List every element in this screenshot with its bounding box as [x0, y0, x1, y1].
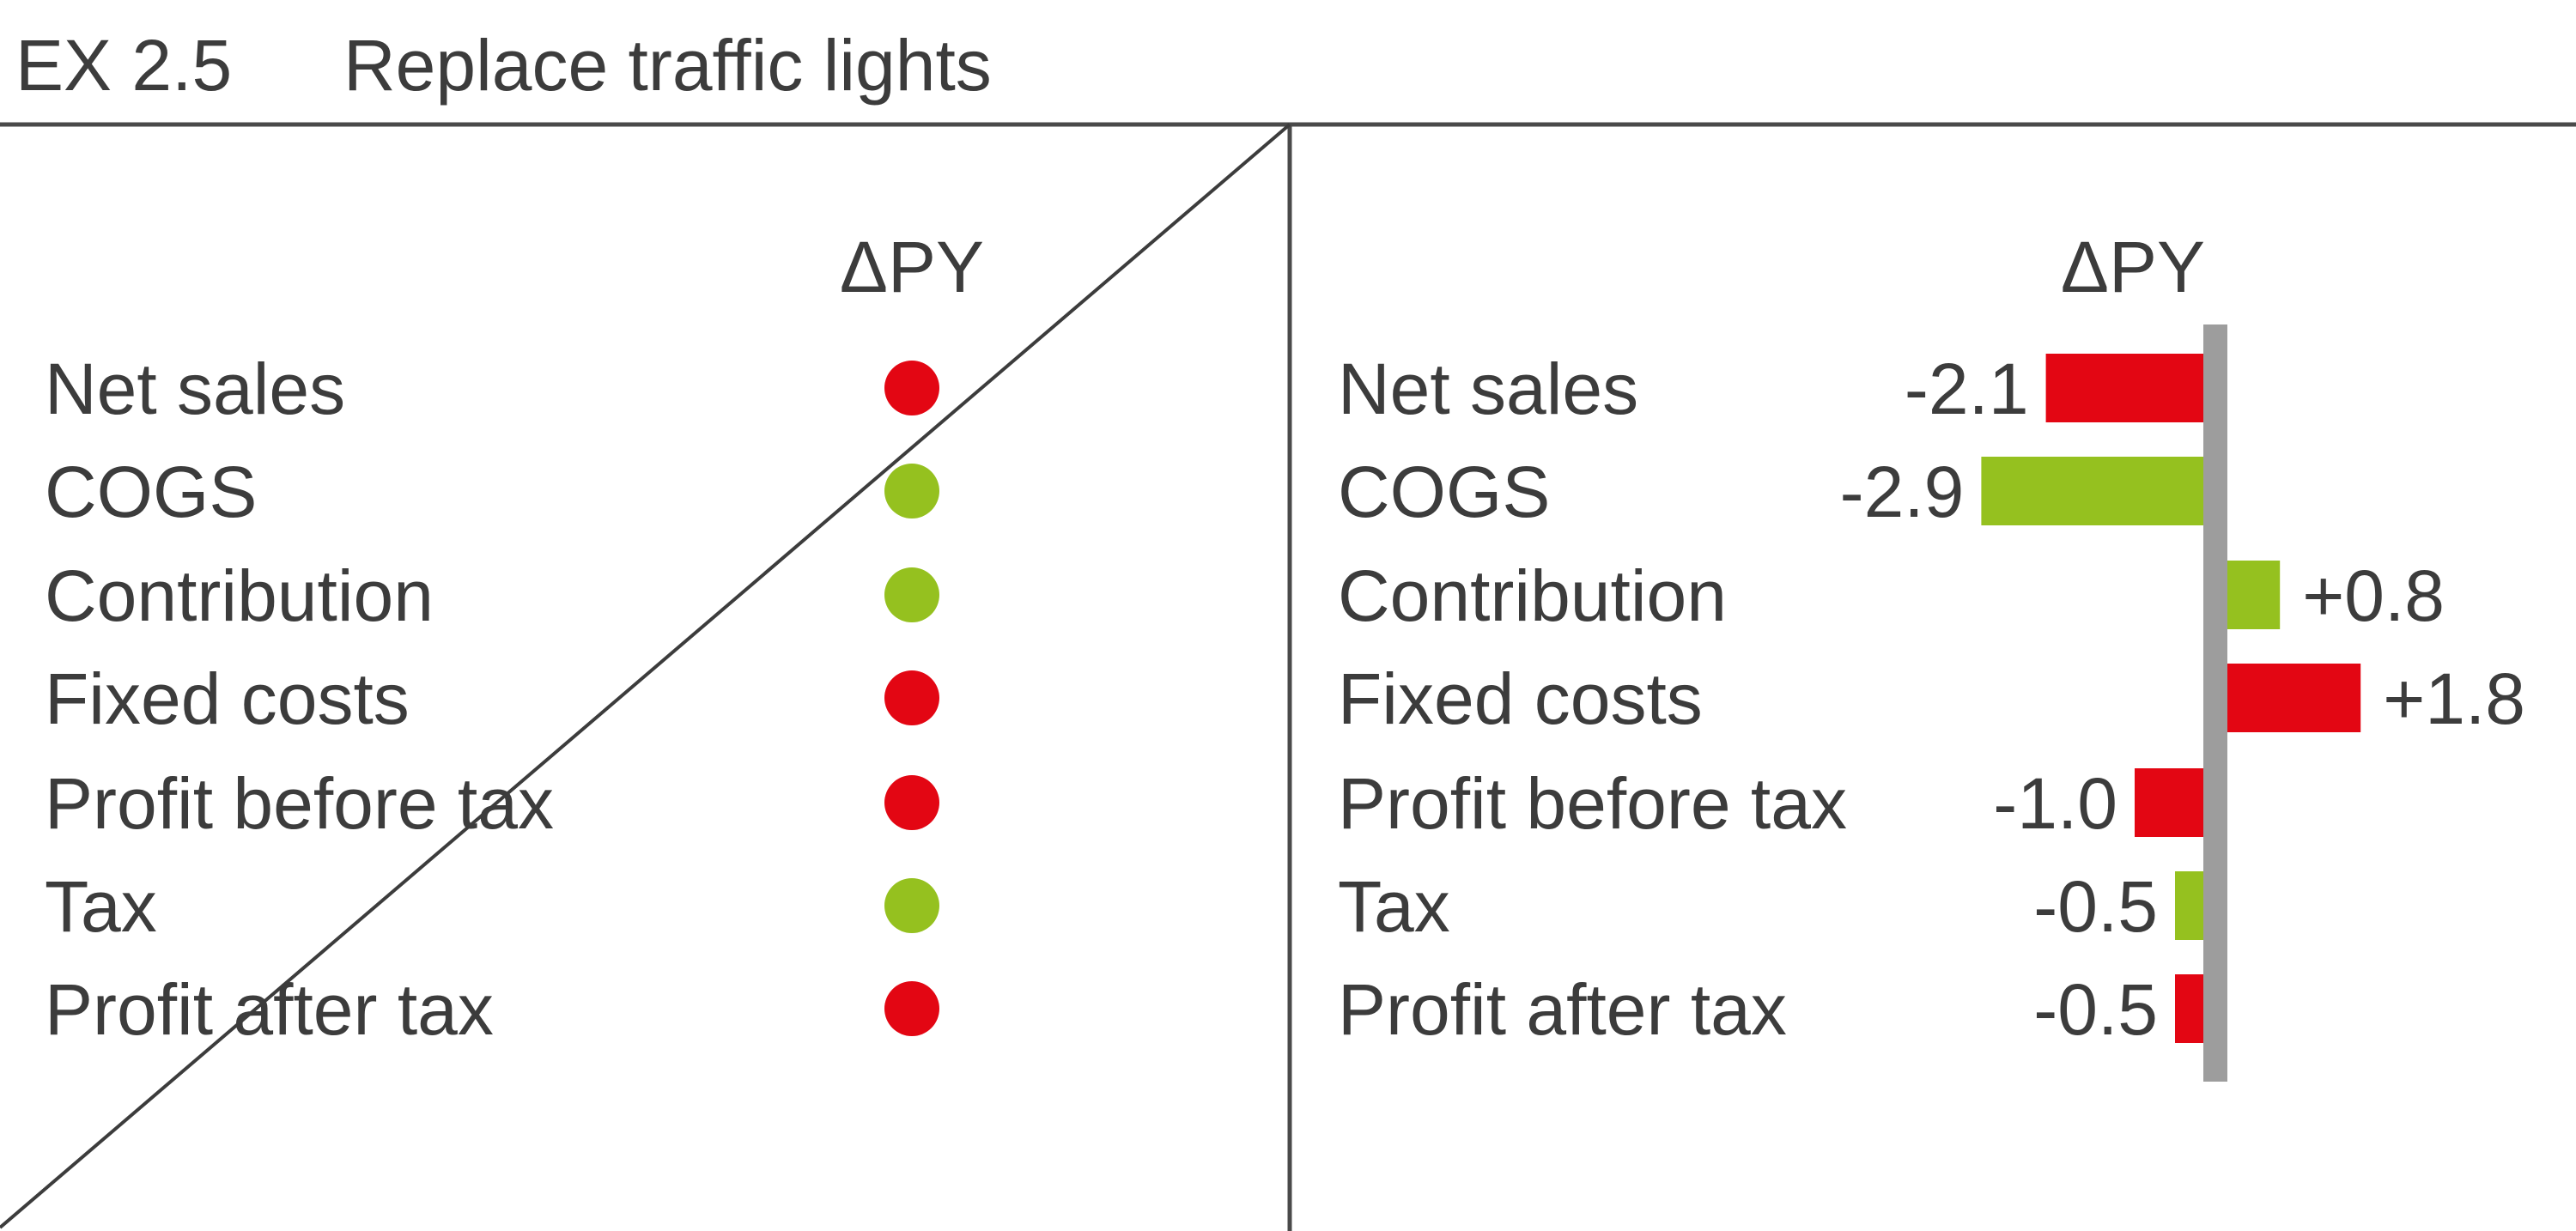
left-row-label: Profit before tax: [45, 763, 554, 844]
bar-value-label: +0.8: [2302, 555, 2445, 636]
left-row-label: Contribution: [45, 555, 434, 636]
right-row-label: COGS: [1338, 452, 1550, 532]
variance-bar-negative: [2045, 354, 2215, 422]
strike-through-line: [0, 123, 1291, 1229]
right-row-label: Profit after tax: [1338, 969, 1787, 1050]
traffic-light-dot-positive: [884, 878, 939, 933]
variance-bar-negative: [2215, 664, 2361, 732]
right-row-label: Tax: [1338, 866, 1450, 947]
exhibit-title: Replace traffic lights: [343, 25, 992, 106]
left-row-label: Fixed costs: [45, 658, 410, 739]
left-column-header: ΔPY: [840, 227, 984, 307]
traffic-light-dot-negative: [884, 981, 939, 1036]
bar-value-label: -0.5: [2033, 969, 2158, 1050]
traffic-light-dot-positive: [884, 464, 939, 518]
variance-bar-negative: [2135, 768, 2215, 837]
left-row-label: Tax: [45, 866, 157, 947]
exhibit-id: EX 2.5: [15, 25, 233, 106]
traffic-light-dot-negative: [884, 775, 939, 830]
traffic-light-dot-negative: [884, 361, 939, 415]
bar-value-label: -2.9: [1840, 452, 1965, 532]
left-row-label: COGS: [45, 452, 257, 532]
right-row-label: Net sales: [1338, 349, 1638, 429]
variance-bar-chart: ΔPY Net sales -2.1 COGS -2.9 Contribution +0.…: [1338, 227, 2525, 1082]
left-row-label: Net sales: [45, 349, 345, 429]
traffic-light-table: ΔPY Net sales COGS Contribution Fixed costs…: [45, 227, 984, 1050]
zero-axis: [2203, 324, 2227, 1082]
right-column-header: ΔPY: [2061, 227, 2205, 307]
left-row-label: Profit after tax: [45, 969, 494, 1050]
bar-value-label: -1.0: [1993, 763, 2117, 844]
bar-value-label: -0.5: [2033, 866, 2158, 947]
traffic-light-dot-negative: [884, 670, 939, 725]
right-row-label: Fixed costs: [1338, 658, 1703, 739]
right-row-label: Profit before tax: [1338, 763, 1847, 844]
variance-bar-positive: [1981, 457, 2215, 525]
bar-value-label: -2.1: [1905, 349, 2029, 429]
bar-value-label: +1.8: [2383, 658, 2525, 739]
traffic-light-dot-positive: [884, 567, 939, 622]
right-row-label: Contribution: [1338, 555, 1727, 636]
